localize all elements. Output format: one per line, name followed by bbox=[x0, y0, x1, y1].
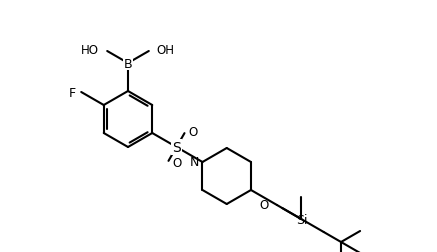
Text: HO: HO bbox=[81, 43, 99, 56]
Text: Si: Si bbox=[296, 213, 308, 226]
Text: N: N bbox=[190, 155, 199, 168]
Text: B: B bbox=[124, 57, 132, 70]
Text: OH: OH bbox=[157, 43, 175, 56]
Text: F: F bbox=[69, 86, 76, 99]
Text: S: S bbox=[172, 140, 181, 154]
Text: O: O bbox=[173, 157, 182, 170]
Text: O: O bbox=[259, 198, 269, 211]
Text: O: O bbox=[188, 125, 198, 138]
